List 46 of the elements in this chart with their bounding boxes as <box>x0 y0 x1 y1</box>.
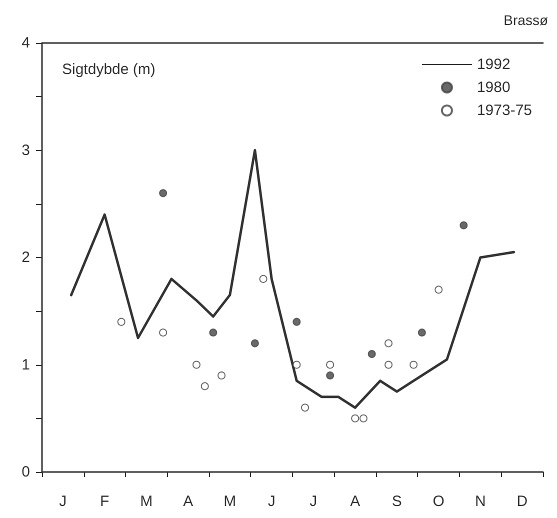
x-tick-label: S <box>392 493 402 510</box>
y-axis-title: Sigtdybde (m) <box>62 61 156 78</box>
point <box>250 339 259 348</box>
point <box>418 328 426 337</box>
y-tick-label: 3 <box>22 142 30 159</box>
line-series <box>70 149 516 409</box>
chart-title: Brassø <box>504 12 548 28</box>
y-tick-label: 1 <box>22 356 30 374</box>
point <box>159 189 168 198</box>
x-tick-label: O <box>432 493 444 510</box>
legend-label: 1973-75 <box>476 102 532 119</box>
point <box>209 328 218 337</box>
point <box>410 360 418 369</box>
x-tick-label: F <box>100 493 110 510</box>
point <box>434 286 443 294</box>
point <box>117 318 126 326</box>
point <box>192 360 200 369</box>
x-tick-label: A <box>350 493 360 510</box>
x-tick-label: J <box>59 493 67 510</box>
x-tick-label: N <box>474 493 486 510</box>
point <box>359 414 368 422</box>
point <box>259 274 268 283</box>
x-tick-label: M <box>224 493 236 510</box>
x-tick-label: D <box>516 493 528 510</box>
legend-label: 1980 <box>476 79 510 96</box>
point <box>292 318 301 326</box>
x-tick-label: M <box>140 493 153 510</box>
y-tick-label: 2 <box>22 249 30 266</box>
point <box>326 360 334 369</box>
point <box>326 371 334 380</box>
y-tick-label: 4 <box>22 34 30 52</box>
x-tick-label: J <box>310 493 318 510</box>
point <box>218 371 226 380</box>
point <box>460 221 468 230</box>
point <box>159 328 168 337</box>
x-tick-label: J <box>268 493 276 510</box>
point <box>200 382 209 390</box>
x-tick-label: A <box>183 493 194 510</box>
legend-label: 1992 <box>476 56 510 73</box>
y-tick-label: 0 <box>22 464 30 480</box>
point <box>301 404 310 412</box>
point <box>368 350 376 358</box>
point <box>384 339 393 348</box>
point <box>351 414 360 422</box>
point <box>384 360 393 369</box>
point <box>292 360 301 369</box>
